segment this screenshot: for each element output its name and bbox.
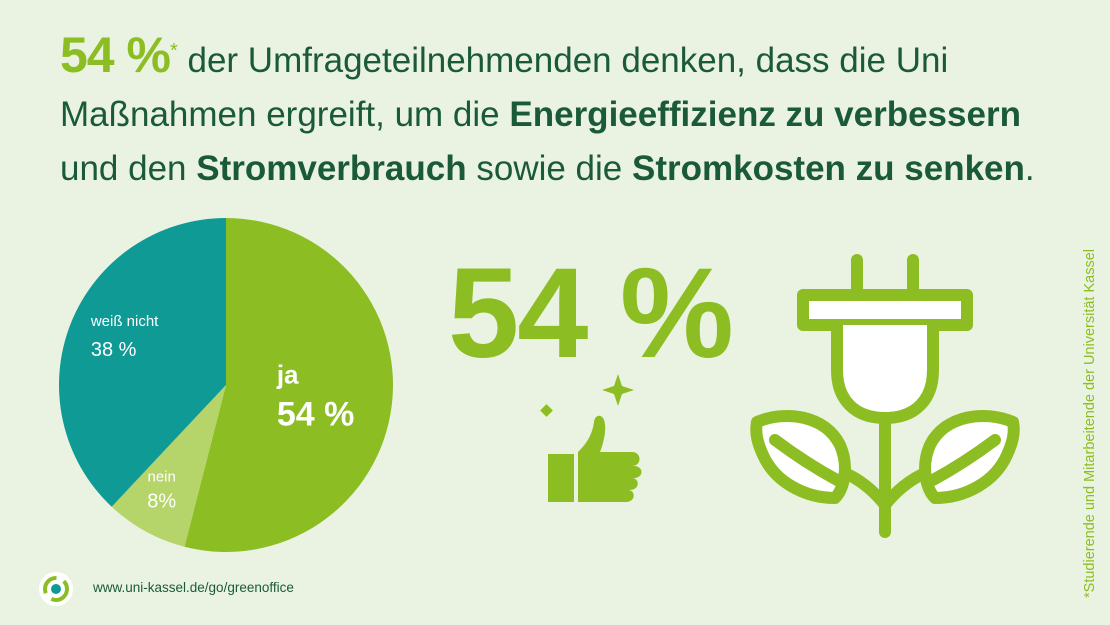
pie-label-name: ja <box>276 359 299 389</box>
pie-slice-weiss-nicht <box>58 218 226 507</box>
headline-text-1: der Umfrageteilnehmenden denken, dass di… <box>60 41 949 134</box>
pie-label-name: nein <box>148 468 176 485</box>
headline-bold-3: Stromkosten zu senken <box>632 149 1025 188</box>
headline-stat: 54 % <box>60 27 171 83</box>
green-office-logo <box>39 572 73 606</box>
headline: 54 %* der Umfrageteilnehmenden denken, d… <box>60 28 1070 196</box>
sparkle-icon <box>540 404 553 417</box>
headline-bold-2: Stromverbrauch <box>196 149 467 188</box>
website-link[interactable]: www.uni-kassel.de/go/greenoffice <box>93 580 294 595</box>
footnote: *Studierende und Mitarbeitende der Unive… <box>1082 248 1098 598</box>
headline-text-2: und den <box>60 149 197 188</box>
big-percent: 54 % <box>448 242 734 385</box>
pie-label-value: 38 % <box>91 339 137 361</box>
headline-bold-1: Energieeffizienz zu verbessern <box>509 95 1021 134</box>
thumbs-up-icon <box>540 374 642 502</box>
headline-text-4: . <box>1024 149 1035 188</box>
headline-asterisk: * <box>169 40 178 62</box>
sparkle-icon <box>602 374 634 406</box>
plug-plant-icon <box>750 254 1020 538</box>
pie-label-value: 54 % <box>277 395 355 433</box>
pie-label-name: weiß nicht <box>90 313 159 330</box>
pie-slice-ja <box>184 218 393 552</box>
pie-slice-nein <box>111 385 226 547</box>
pie-label-value: 8% <box>147 490 176 512</box>
headline-text-3: sowie die <box>466 149 632 188</box>
